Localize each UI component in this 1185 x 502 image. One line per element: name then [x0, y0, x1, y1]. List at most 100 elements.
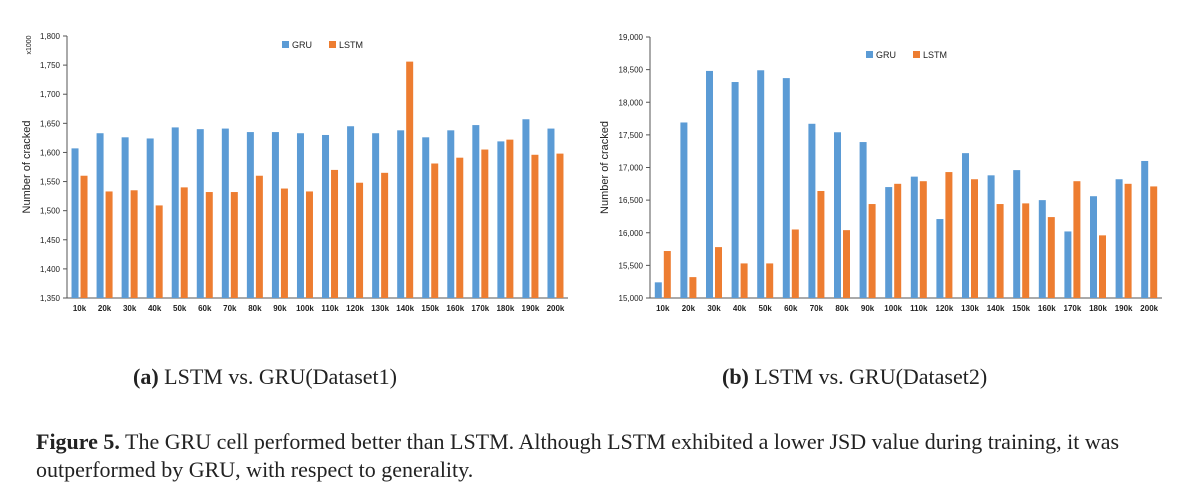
bar-gru [271, 132, 279, 298]
bar-gru [171, 127, 179, 298]
legend-swatch-lstm [329, 41, 336, 48]
x-tick-label: 90k [273, 304, 287, 313]
bar-gru [962, 153, 969, 298]
bar-lstm [1124, 183, 1132, 298]
y-tick-label: 1,700 [40, 90, 61, 99]
bar-gru [146, 138, 154, 298]
bar-lstm [481, 149, 489, 298]
x-tick-label: 20k [98, 304, 112, 313]
y-tick-label: 16,500 [619, 196, 644, 205]
chart-b: 15,000 15,500 16,000 16,500 17,000 17,500 18,0… [590, 0, 1185, 330]
legend-swatch-gru [866, 51, 873, 58]
bar-lstm [406, 61, 414, 298]
bar-gru [834, 132, 841, 298]
bar-gru [1090, 196, 1097, 298]
x-tick-label: 10k [73, 304, 87, 313]
x-tick-label: 150k [1012, 304, 1030, 313]
bar-gru [1141, 160, 1149, 298]
bar-gru [447, 130, 455, 298]
figure-caption: Figure 5. The GRU cell performed better … [36, 428, 1156, 484]
subcaption-b-label: (b) [722, 364, 749, 389]
y-tick-label: 17,500 [619, 131, 644, 140]
bar-gru [296, 133, 304, 298]
y-tick-label: 18,500 [619, 66, 644, 75]
x-tick-label: 70k [223, 304, 237, 313]
chart-svg: 1,350 1,400 1,450 1,500 1,550 1,600 1,650 1,700… [21, 32, 568, 313]
bar-lstm [255, 175, 263, 298]
bar-gru [782, 78, 790, 298]
bar-gru [680, 122, 688, 298]
x-tick-label: 10k [656, 304, 670, 313]
y-tick-label: 16,000 [619, 229, 644, 238]
bar-gru [987, 175, 995, 298]
bar-gru [347, 126, 355, 298]
x-tick-label: 40k [148, 304, 162, 313]
chart-a: 1,350 1,400 1,450 1,500 1,550 1,600 1,650 1,700… [0, 0, 590, 330]
bar-gru [1038, 200, 1046, 298]
bar-lstm [971, 179, 978, 298]
y-tick-label: 1,600 [40, 148, 61, 157]
bar-gru [397, 130, 405, 298]
bar-gru [885, 187, 893, 298]
x-tick-label: 120k [346, 304, 364, 313]
bar-gru [757, 70, 765, 298]
legend-swatch-gru [282, 41, 289, 48]
x-tick-label: 160k [446, 304, 464, 313]
y-tick-label: 1,500 [40, 207, 61, 216]
subcaption-a-label: (a) [133, 364, 159, 389]
bar-gru [472, 125, 480, 298]
bar-lstm [155, 205, 163, 298]
legend-label-gru: GRU [292, 40, 312, 50]
y-tick-label: 1,550 [40, 178, 61, 187]
bar-lstm [556, 153, 564, 298]
legend-label-lstm: LSTM [339, 40, 363, 50]
bar-gru [71, 148, 79, 298]
bar-lstm [919, 181, 927, 298]
x-tick-label: 20k [682, 304, 696, 313]
bar-lstm [843, 230, 850, 298]
x-tick-label: 30k [123, 304, 137, 313]
bar-lstm [1047, 217, 1055, 298]
bar-gru [910, 176, 918, 298]
bar-gru [1115, 179, 1123, 298]
x-tick-label: 180k [1089, 304, 1107, 313]
bar-gru [121, 137, 129, 298]
bar-lstm [130, 190, 138, 298]
y-tick-label: 1,800 [40, 32, 61, 41]
bar-lstm [456, 157, 464, 298]
x-tick-label: 170k [1064, 304, 1082, 313]
x-tick-label: 50k [173, 304, 187, 313]
bar-gru [522, 119, 530, 298]
y-unit-label: x1000 [26, 35, 33, 54]
x-tick-label: 130k [961, 304, 979, 313]
x-tick-label: 110k [321, 304, 339, 313]
y-tick-label: 15,000 [619, 294, 644, 303]
bar-lstm [506, 139, 514, 298]
bar-lstm [1099, 235, 1106, 298]
x-tick-label: 170k [471, 304, 489, 313]
x-tick-label: 100k [296, 304, 314, 313]
bar-gru [96, 133, 104, 298]
x-tick-label: 200k [547, 304, 565, 313]
y-tick-label: 1,650 [40, 119, 61, 128]
figure-label: Figure 5. [36, 429, 120, 454]
x-tick-label: 110k [910, 304, 928, 313]
subcaption-a-text: LSTM vs. GRU(Dataset1) [158, 364, 397, 389]
bar-lstm [868, 204, 876, 298]
x-tick-label: 50k [759, 304, 773, 313]
bar-gru [547, 128, 555, 298]
bar-gru [221, 128, 229, 298]
x-tick-label: 100k [884, 304, 902, 313]
bar-lstm [105, 191, 113, 298]
x-tick-label: 190k [1115, 304, 1133, 313]
bar-lstm [205, 192, 213, 298]
x-tick-label: 90k [861, 304, 875, 313]
bar-lstm [689, 277, 697, 298]
bar-gru [936, 219, 944, 298]
x-tick-label: 180k [496, 304, 514, 313]
bar-gru [859, 142, 867, 298]
y-tick-label: 1,350 [40, 294, 61, 303]
y-tick-label: 1,750 [40, 61, 61, 70]
bar-gru [246, 132, 254, 298]
legend-label-lstm: LSTM [923, 50, 947, 60]
